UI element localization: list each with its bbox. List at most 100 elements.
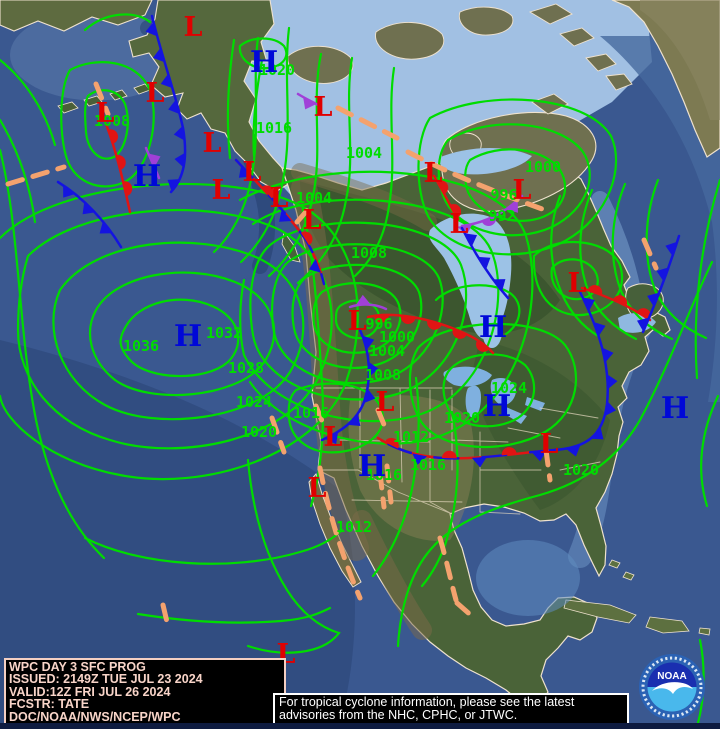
water-gulf-of-mexico	[476, 540, 580, 616]
isobar	[271, 243, 444, 385]
isobar-label: 1004	[346, 144, 382, 162]
isobar	[83, 13, 152, 32]
trough-front	[641, 237, 659, 271]
cold-front-marker	[593, 322, 606, 337]
trough-front	[294, 203, 314, 225]
water-lake-superior	[443, 366, 492, 387]
trough-front	[269, 415, 287, 455]
isobar	[252, 58, 264, 158]
isobar-label: 1036	[123, 337, 159, 355]
cold-front-marker	[665, 241, 678, 256]
isobar-label: 1004	[369, 342, 405, 360]
cold-front-marker	[167, 179, 181, 192]
trough-front	[375, 407, 390, 435]
cold-front-marker	[145, 21, 158, 37]
occluded-front-marker	[303, 97, 317, 110]
stationary-front-marker	[384, 437, 399, 449]
trough-front	[93, 81, 111, 117]
forecaster-line: FCSTR: TATE	[9, 697, 90, 712]
isobar-label: 1012	[393, 428, 429, 446]
ne-atlantic	[600, 36, 720, 402]
cold-front-marker	[477, 256, 491, 270]
low-pressure-center: L	[184, 12, 203, 43]
isobar-label: 1004	[296, 189, 332, 207]
cold-front-marker	[362, 335, 375, 350]
tropical-advisory-box: For tropical cyclone information, please…	[273, 693, 629, 725]
cold-front-marker	[582, 297, 595, 311]
isobar-label: 1016	[366, 466, 402, 484]
bering-sea	[10, 9, 182, 101]
isobar	[0, 148, 106, 560]
warm-front-marker	[452, 328, 467, 339]
noaa-logo-sky	[647, 662, 697, 687]
low-pressure-center: L	[212, 175, 231, 206]
trough-front	[437, 535, 459, 603]
warm-front-marker	[373, 314, 389, 323]
low-pressure-center: L	[513, 175, 532, 206]
occluded-front	[144, 146, 161, 180]
product-title: WPC DAY 3 SFC PROG	[9, 660, 146, 674]
isobar	[84, 89, 129, 160]
trough-front	[313, 403, 327, 429]
isobar	[226, 38, 236, 160]
cold-front-marker	[324, 431, 339, 445]
shade-cordillera	[291, 175, 369, 561]
occluded-front-marker	[505, 200, 518, 213]
isobar-label: 1032	[206, 324, 242, 342]
trough-front	[454, 600, 477, 621]
isobar-label: 992	[488, 207, 515, 225]
isobar	[312, 282, 402, 354]
trough-front	[160, 602, 170, 625]
high-pressure-center: H	[250, 45, 278, 80]
occluded-front-marker	[481, 215, 497, 227]
cold-front-marker	[602, 347, 614, 363]
cold-front-marker	[168, 99, 180, 115]
stationary-front-marker	[531, 450, 547, 462]
low-pressure-center: L	[203, 128, 222, 159]
isobar	[52, 241, 305, 421]
cold-front-marker	[590, 427, 604, 440]
low-pressure-center: L	[450, 209, 469, 240]
water-hudson-bay	[429, 213, 512, 340]
warm-front-marker	[476, 339, 490, 352]
warm-front-marker	[612, 295, 628, 306]
low-pressure-center: L	[540, 429, 559, 460]
isobar	[371, 376, 420, 578]
water-lake-huron	[490, 378, 516, 406]
product-info-box: WPC DAY 3 SFC PROG ISSUED: 2149Z TUE JUL…	[4, 658, 286, 727]
front-layer	[5, 14, 681, 625]
stationary-front-marker	[471, 456, 487, 468]
cold-front-marker	[637, 317, 650, 332]
stationary-front-marker	[279, 209, 292, 222]
isobar-layer	[0, 13, 720, 723]
cold-front	[460, 226, 510, 300]
isobar-label-layer: 1008102010161004100410009969921008103610…	[94, 61, 599, 536]
issued-line: ISSUED: 2149Z TUE JUL 23 2024	[9, 672, 203, 687]
shade-mexico-highlands	[352, 510, 432, 640]
isobar	[417, 98, 618, 256]
isobar	[88, 271, 276, 397]
warm-front-marker	[400, 315, 416, 325]
isobar	[408, 322, 578, 449]
isobar-label: 1008	[365, 366, 401, 384]
trough-front	[384, 463, 394, 505]
cold-front-marker	[368, 361, 379, 377]
warm-front-marker	[427, 320, 442, 330]
isobar-label: 1024	[491, 379, 527, 397]
stationary-front-marker	[441, 450, 457, 459]
isobar	[532, 240, 624, 317]
isobar-label: 1020	[259, 61, 295, 79]
isobar	[396, 260, 714, 648]
isobar-label: 1000	[379, 328, 415, 346]
low-pressure-center: L	[270, 183, 289, 214]
isobar-label: 1024	[236, 393, 272, 411]
tropical-advisory-line: advisories from the NHC, CPHC, or JTWC.	[279, 708, 518, 722]
low-pressure-center: L	[568, 268, 587, 299]
water-hudson-strait	[438, 147, 532, 175]
occluded-front	[348, 303, 388, 311]
cold-front-marker	[99, 221, 113, 234]
high-pressure-center: H	[133, 159, 161, 194]
cold-front	[320, 328, 371, 442]
high-pressure-center: H	[358, 449, 386, 484]
isobar-label: 1008	[94, 112, 130, 130]
